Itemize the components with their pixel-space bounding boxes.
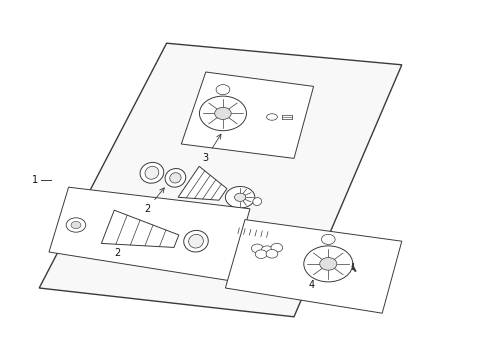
Ellipse shape <box>165 168 186 187</box>
Text: 2: 2 <box>144 188 164 214</box>
Polygon shape <box>49 187 250 281</box>
Ellipse shape <box>189 234 203 248</box>
Ellipse shape <box>184 230 208 252</box>
Circle shape <box>66 218 86 232</box>
Circle shape <box>304 246 353 282</box>
Text: 4: 4 <box>308 261 315 290</box>
Ellipse shape <box>253 198 262 206</box>
Circle shape <box>199 96 246 131</box>
Circle shape <box>235 193 245 201</box>
Circle shape <box>266 249 278 258</box>
Polygon shape <box>225 220 402 313</box>
Circle shape <box>71 221 81 229</box>
Ellipse shape <box>140 162 164 183</box>
Circle shape <box>255 250 267 258</box>
Text: 3: 3 <box>203 134 221 163</box>
Circle shape <box>225 186 255 208</box>
Text: 2: 2 <box>115 229 123 258</box>
Ellipse shape <box>145 166 159 179</box>
Polygon shape <box>39 43 402 317</box>
Polygon shape <box>101 210 179 247</box>
Circle shape <box>215 107 231 120</box>
Circle shape <box>320 258 337 270</box>
Circle shape <box>261 246 273 255</box>
Ellipse shape <box>267 114 277 120</box>
Polygon shape <box>178 166 227 200</box>
Text: 1: 1 <box>31 175 38 185</box>
Ellipse shape <box>170 173 181 183</box>
Circle shape <box>216 85 230 95</box>
Circle shape <box>321 234 335 244</box>
Circle shape <box>251 244 263 253</box>
Circle shape <box>271 243 283 252</box>
Polygon shape <box>181 72 314 158</box>
